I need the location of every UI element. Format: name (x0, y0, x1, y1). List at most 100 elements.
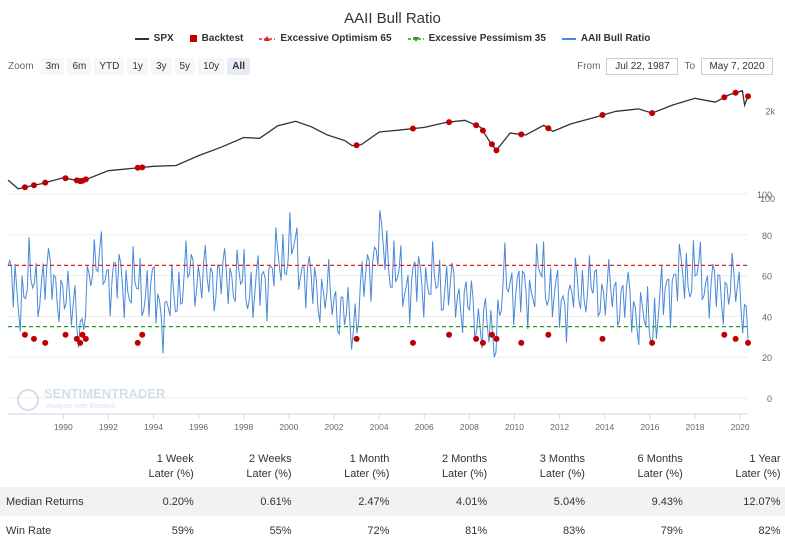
ratio-backtest-point (82, 335, 89, 342)
x-tick-label: 1998 (234, 422, 253, 432)
spx-backtest-point (479, 127, 486, 134)
spx-tick-label: 100 (760, 194, 775, 204)
header-line: 1 Week (156, 453, 194, 465)
spx-backtest-point (62, 175, 69, 182)
table-cell: 2.47% (358, 495, 390, 508)
zoom-all-button[interactable]: All (227, 58, 250, 75)
ratio-backtest-point (745, 339, 751, 346)
x-tick-label: 2008 (460, 422, 479, 432)
table-cell: 59% (171, 524, 194, 537)
zoom-10y-button[interactable]: 10y (198, 58, 225, 75)
header-line: 6 Months (637, 453, 683, 465)
spx-backtest-point (518, 131, 525, 138)
spx-panel: 2k 100 (7, 89, 775, 204)
ratio-tick-label: 60 (762, 272, 772, 282)
to-date-input[interactable]: May 7, 2020 (701, 58, 773, 75)
table-cell: 55% (269, 524, 292, 537)
table-row: Win Rate 59% 55% 72% 81% 83% 79% 82% (0, 516, 785, 545)
header-line: 1 Year (749, 453, 781, 465)
zoom-1y-button[interactable]: 1y (127, 58, 148, 75)
x-tick-label: 2010 (505, 422, 524, 432)
ratio-backtest-point (30, 335, 37, 342)
spx-backtest-point (721, 94, 728, 101)
table-cell: 0.20% (162, 495, 194, 508)
from-date-input[interactable]: Jul 22, 1987 (606, 58, 679, 75)
ratio-backtest-point (599, 335, 606, 342)
x-tick-label: 2014 (595, 422, 614, 432)
zoom-3m-button[interactable]: 3m (40, 58, 65, 75)
row-label: Median Returns (6, 495, 84, 508)
ratio-tick-label: 40 (762, 312, 772, 322)
spx-backtest-point (732, 89, 739, 96)
ratio-backtest-point (77, 339, 84, 346)
spx-backtest-point (599, 112, 606, 119)
header-cell: 1 Year Later (%) (687, 447, 785, 487)
spx-backtest-point (353, 142, 360, 149)
table-header: 1 Week Later (%) 2 Weeks Later (%) 1 Month… (0, 447, 785, 487)
ratio-tick-label: 20 (762, 353, 772, 363)
date-range: From Jul 22, 1987 To May 7, 2020 (577, 58, 773, 75)
legend-item-aaii[interactable]: AAII Bull Ratio (561, 33, 650, 44)
zoom-ytd-button[interactable]: YTD (94, 58, 125, 75)
table-cell: 5.04% (553, 495, 585, 508)
zoom-5y-button[interactable]: 5y (174, 58, 196, 75)
spx-backtest-point (409, 125, 416, 132)
header-line: 3 Months (539, 453, 585, 465)
header-line: 2 Weeks (249, 453, 292, 465)
zoom-6m-button[interactable]: 6m (67, 58, 92, 75)
x-tick-label: 2006 (415, 422, 434, 432)
header-blank (0, 447, 100, 487)
ratio-tick-label: 80 (762, 231, 772, 241)
header-line: 2 Months (441, 453, 488, 465)
spx-backtest-point (134, 164, 141, 171)
spx-tick-label: 2k (765, 106, 775, 116)
header-line: Later (%) (148, 468, 194, 480)
triangle-marker-icon (259, 35, 276, 41)
zoom-3y-button[interactable]: 3y (150, 58, 172, 75)
spx-backtest-point (30, 182, 37, 189)
spx-backtest-point (493, 147, 500, 154)
ratio-panel: 0 20 40 60 80 100 (7, 190, 772, 404)
ratio-tick-label: 100 (757, 190, 772, 200)
x-tick-label: 1996 (189, 422, 208, 432)
table-cell: 81% (465, 524, 488, 537)
spx-backtest-point (446, 119, 453, 126)
x-tick-label: 2000 (279, 422, 298, 432)
table-cell: 12.07% (743, 495, 781, 508)
spx-backtest-point (82, 176, 89, 183)
from-label: From (577, 61, 601, 72)
x-axis: 1990 1992 1994 1996 1998 2000 2002 2004 2006 2008… (8, 413, 750, 432)
triangle-down-marker-icon (407, 36, 424, 42)
legend-item-optimism[interactable]: Excessive Optimism 65 (259, 33, 392, 44)
ratio-backtest-point (473, 335, 480, 342)
header-cell: 1 Week Later (%) (100, 447, 198, 487)
ratio-backtest-point (732, 335, 739, 342)
spx-line (7, 89, 749, 190)
x-tick-label: 2004 (370, 422, 389, 432)
watermark-tagline: Analysis over Emotion (46, 403, 115, 410)
chart-area: 2k 100 0 20 40 60 80 100 SENTIMENTRADER Analys… (7, 89, 775, 432)
ratio-backtest-point (42, 339, 49, 346)
to-label: To (684, 61, 695, 72)
square-marker-icon (189, 35, 197, 42)
zoom-label: Zoom (8, 61, 34, 72)
header-cell: 6 Months Later (%) (589, 447, 687, 487)
table-cell: 72% (367, 524, 390, 537)
legend-label: Excessive Optimism 65 (280, 33, 392, 44)
header-line: Later (%) (539, 468, 585, 480)
table-cell: 9.43% (651, 495, 683, 508)
chart-title: AAII Bull Ratio (344, 10, 441, 27)
row-label: Win Rate (6, 524, 52, 537)
legend-label: Backtest (201, 33, 244, 44)
ratio-backtest-point (409, 339, 416, 346)
legend-item-spx[interactable]: SPX (134, 33, 174, 44)
legend-item-pessimism[interactable]: Excessive Pessimism 35 (407, 33, 546, 44)
legend-item-backtest[interactable]: Backtest (189, 33, 244, 44)
aaii-ratio-line (7, 210, 749, 358)
spx-backtest-point (649, 110, 656, 117)
ratio-tick-label: 0 (767, 394, 772, 404)
ratio-backtest-point (79, 331, 86, 338)
header-line: Later (%) (441, 468, 488, 480)
header-line: Later (%) (344, 468, 390, 480)
spx-backtest-point (745, 93, 751, 100)
